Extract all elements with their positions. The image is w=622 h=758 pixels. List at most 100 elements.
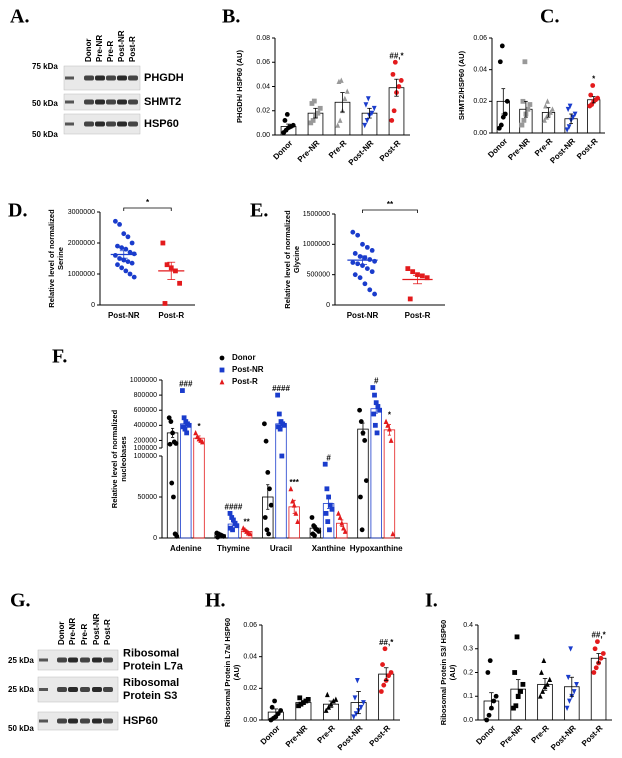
- data-point: [327, 502, 333, 508]
- y-tick-label: 500000: [307, 272, 330, 279]
- lane-label: Pre-NR: [68, 618, 77, 645]
- data-point: [324, 691, 330, 698]
- panel-label: A.: [10, 6, 29, 28]
- data-point: [279, 453, 285, 459]
- data-point: [537, 693, 543, 699]
- data-point: [355, 261, 361, 267]
- y-tick-label: 0.2: [463, 669, 473, 676]
- data-point: [166, 415, 172, 421]
- protein-band: [106, 99, 116, 105]
- data-point: [381, 682, 387, 688]
- y-tick-label: 0.06: [243, 622, 257, 629]
- data-point: [353, 711, 359, 717]
- y-tick-label: 0.08: [256, 35, 270, 42]
- data-point: [388, 437, 394, 443]
- data-point: [272, 698, 277, 704]
- y-tick-label: 50000: [138, 494, 158, 501]
- data-point: [221, 533, 226, 539]
- y-tick-label: 2000000: [68, 240, 95, 247]
- data-point: [566, 124, 572, 130]
- data-point: [362, 255, 368, 261]
- data-point: [262, 515, 268, 520]
- data-point: [317, 105, 323, 111]
- significance-mark: #: [374, 377, 379, 386]
- significance-bracket: [362, 209, 418, 213]
- significance-mark: ***: [290, 478, 300, 487]
- y-axis-label: PHGDH/ HSP60 (AU): [235, 50, 244, 123]
- data-point: [550, 106, 555, 112]
- y-tick-label: 0.0: [463, 717, 473, 724]
- y-tick-label: 3000000: [68, 209, 95, 216]
- data-point: [230, 527, 235, 533]
- ladder-band: [65, 76, 74, 80]
- data-point: [333, 696, 339, 702]
- data-point: [173, 268, 178, 274]
- data-point: [182, 426, 188, 432]
- significance-mark: ####: [225, 503, 243, 512]
- data-point: [541, 657, 547, 664]
- lane-label: Post-NR: [92, 613, 101, 645]
- data-point: [372, 422, 378, 428]
- data-point: [364, 266, 370, 271]
- y-tick-label: 0.02: [256, 108, 270, 115]
- data-point: [308, 120, 314, 126]
- data-point: [323, 707, 329, 713]
- data-point: [520, 98, 526, 104]
- x-tick-label: Post-R: [158, 311, 184, 320]
- protein-band: [92, 657, 102, 663]
- data-point: [168, 419, 174, 424]
- data-point: [296, 703, 301, 709]
- data-point: [372, 258, 377, 264]
- data-point: [315, 110, 321, 116]
- data-point: [269, 704, 275, 710]
- data-point: [392, 59, 398, 65]
- lane-label: Donor: [84, 38, 93, 62]
- significance-mark: *: [146, 198, 150, 207]
- x-tick-label: Uracil: [270, 544, 292, 553]
- data-point: [263, 438, 269, 444]
- data-point: [498, 122, 504, 128]
- data-point: [358, 494, 363, 500]
- data-point: [572, 111, 578, 117]
- data-point: [303, 698, 309, 704]
- x-tick-label: Pre-NR: [506, 136, 532, 162]
- y-tick-label: 0.04: [243, 654, 257, 661]
- data-point: [367, 257, 373, 262]
- data-point: [391, 108, 397, 114]
- data-point: [486, 712, 492, 718]
- data-point: [484, 717, 490, 723]
- significance-mark: *: [388, 411, 392, 420]
- x-tick-label: Post-NR: [347, 138, 376, 167]
- data-point: [548, 109, 553, 115]
- protein-band: [57, 718, 67, 724]
- data-point: [288, 485, 294, 492]
- protein-band: [128, 99, 138, 105]
- data-point: [297, 695, 303, 701]
- data-point: [363, 102, 369, 108]
- data-point: [338, 77, 344, 83]
- data-point: [493, 693, 499, 699]
- data-point: [276, 411, 282, 417]
- protein-band: [57, 687, 67, 692]
- data-point: [525, 106, 531, 112]
- data-point: [295, 518, 301, 524]
- data-point: [277, 426, 283, 432]
- y-tick-label: 800000: [134, 392, 157, 399]
- data-point: [352, 272, 358, 278]
- kda-label: 75 kDa: [32, 62, 58, 71]
- y-tick-label: 200000: [134, 437, 157, 444]
- data-point: [264, 527, 270, 533]
- data-point: [323, 511, 329, 516]
- data-point: [592, 646, 598, 652]
- data-point: [382, 646, 388, 652]
- data-point: [396, 84, 402, 89]
- data-point: [112, 218, 118, 224]
- y-tick-label: 0: [326, 302, 330, 309]
- data-point: [310, 118, 316, 123]
- data-point: [359, 527, 365, 533]
- y-tick-label: 0: [91, 302, 95, 309]
- y-tick-label: 1000000: [68, 271, 95, 278]
- data-point: [164, 262, 170, 268]
- data-point: [358, 704, 364, 711]
